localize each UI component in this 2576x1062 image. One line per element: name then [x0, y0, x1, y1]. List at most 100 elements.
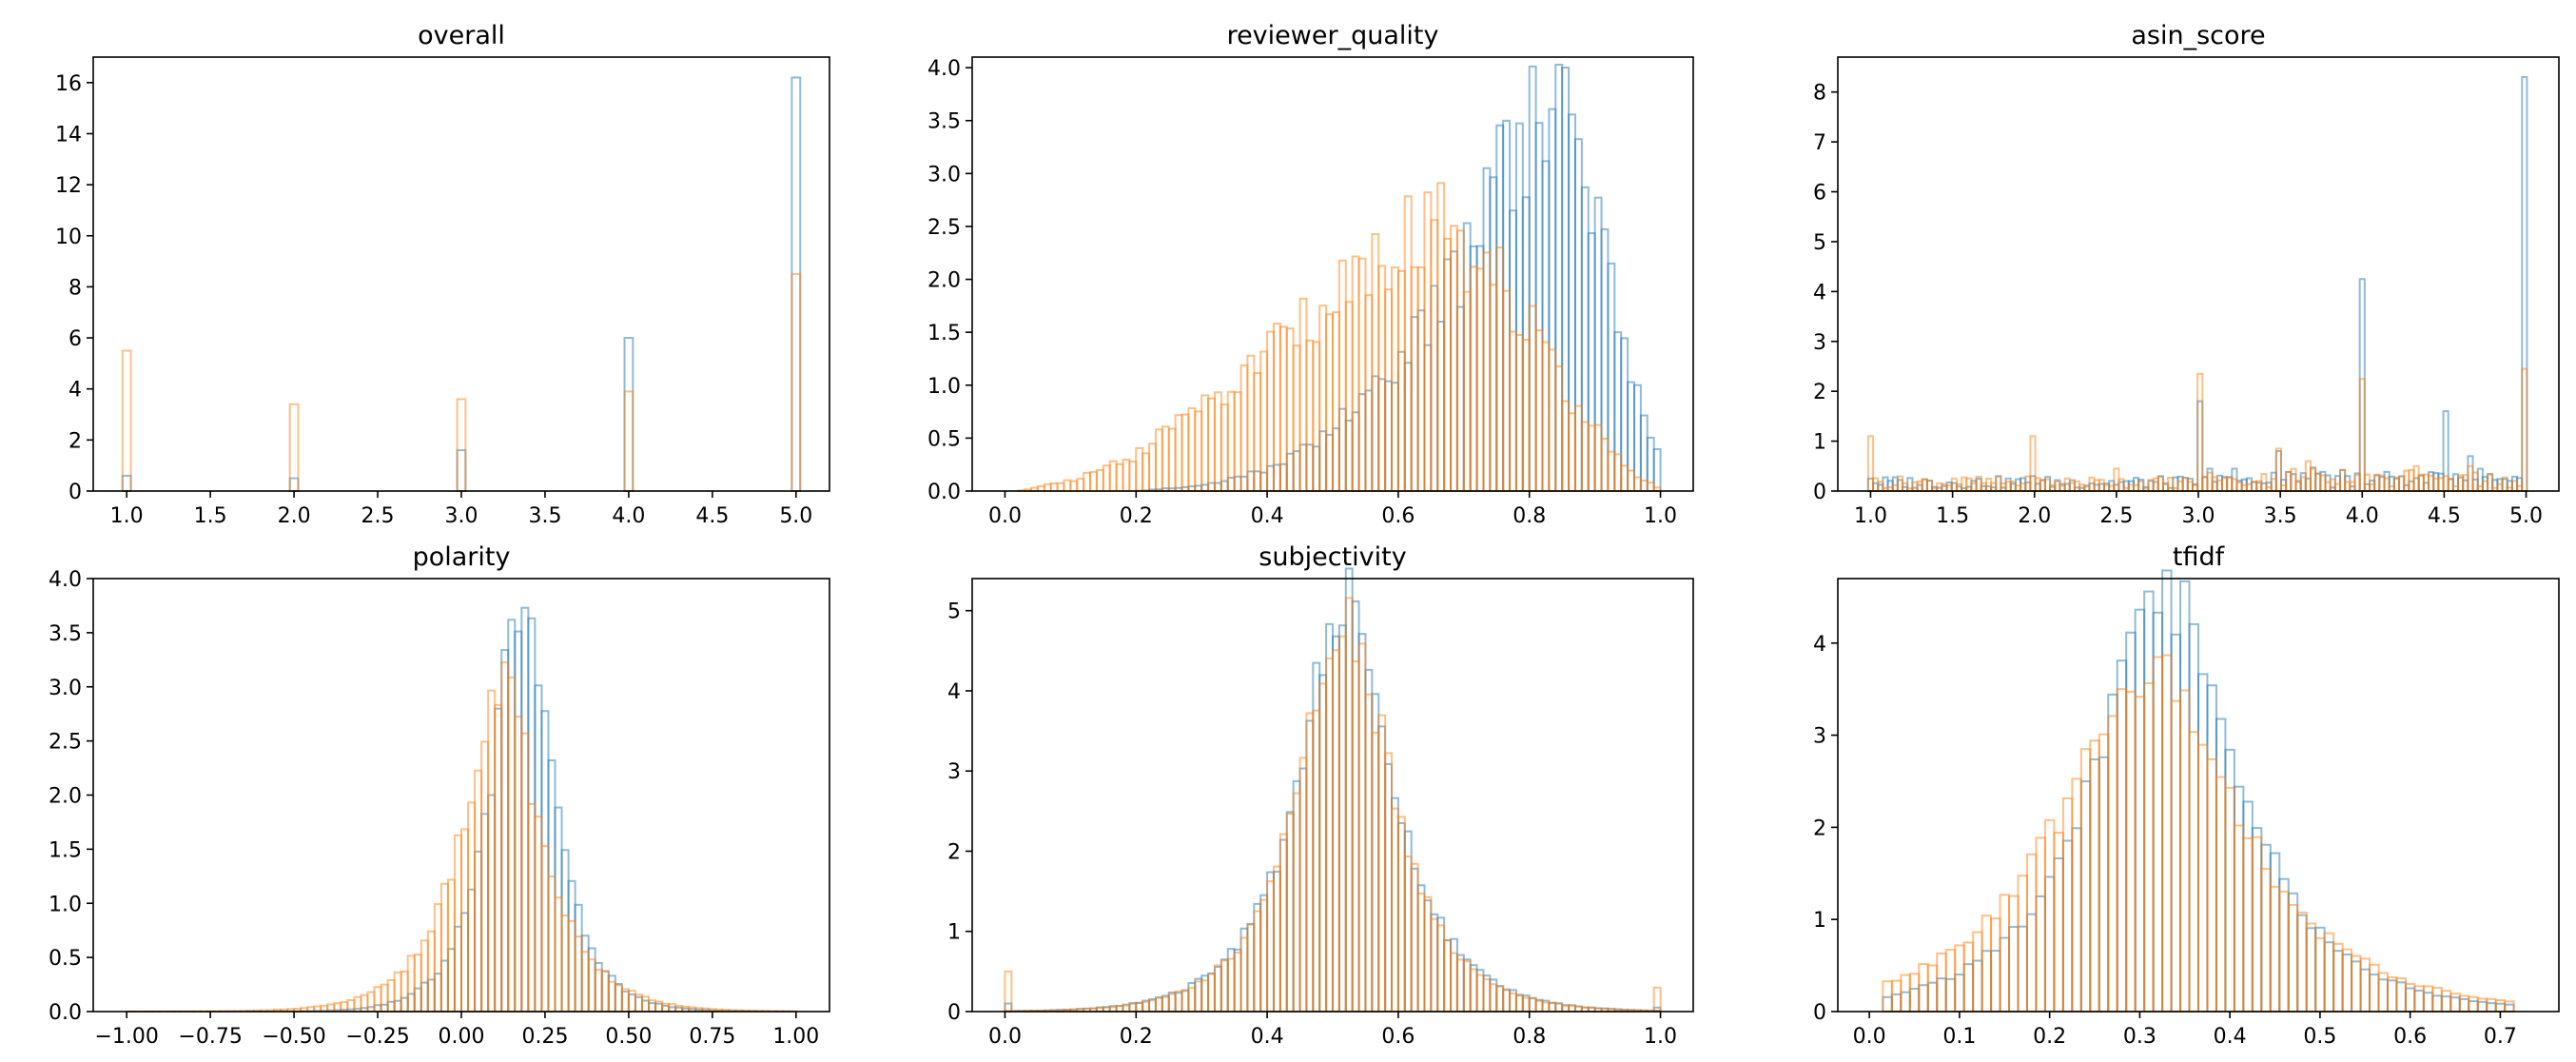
x-tick-label: 0.6	[1381, 504, 1415, 528]
histogram-bin	[2061, 839, 2074, 1013]
histogram-bin	[1455, 229, 1465, 492]
histogram-bin	[1403, 362, 1413, 492]
y-tick-label: 16	[55, 72, 82, 96]
histogram-bin	[1495, 246, 1505, 492]
histogram-bin	[614, 984, 623, 1013]
histogram-bin	[1239, 927, 1249, 1013]
histogram-bin	[1443, 237, 1453, 492]
x-tick-label: 1.0	[1854, 504, 1887, 528]
histogram-bin	[1371, 693, 1380, 1013]
histogram-bin	[1259, 471, 1269, 493]
histogram-bin	[1528, 997, 1537, 1013]
histogram-bin	[640, 995, 651, 1013]
histogram-bin	[1403, 830, 1413, 1013]
histogram-bin	[2179, 580, 2191, 1013]
histogram-bin	[1423, 895, 1433, 1013]
histogram-bin	[1102, 464, 1111, 493]
y-tick-label: 2	[1813, 381, 1826, 404]
histogram-bin	[1423, 899, 1433, 1013]
histogram-bin	[2053, 856, 2064, 1013]
histogram-bin	[2008, 926, 2020, 1013]
histogram-bin	[1944, 977, 1957, 1013]
histogram-bin	[2323, 932, 2335, 1013]
histogram-bin	[1534, 329, 1544, 492]
histogram-bin	[1246, 922, 1256, 1013]
histogram-bin	[1253, 470, 1262, 493]
x-tick-label: 0.8	[1512, 1025, 1546, 1049]
x-tick-label: 3.0	[445, 504, 478, 528]
histogram-bin	[1410, 867, 1419, 1013]
x-tick-label: 5.0	[779, 504, 812, 528]
histogram-bin	[1226, 390, 1236, 492]
histogram-bin	[1528, 305, 1537, 492]
histogram-bin	[1220, 958, 1229, 1013]
histogram-bin	[2341, 954, 2353, 1013]
histogram-series-2	[1004, 597, 1662, 1013]
histogram-bin	[1364, 294, 1374, 492]
histogram-bin	[2043, 875, 2056, 1013]
histogram-bin	[2449, 993, 2461, 1013]
y-tick-label: 2.0	[927, 269, 961, 293]
histogram-bin	[2341, 948, 2353, 1013]
histogram-bin	[1174, 414, 1183, 492]
histogram-bin	[1561, 1004, 1571, 1013]
y-tick-label: 4	[68, 379, 82, 403]
histogram-bin	[2035, 895, 2046, 1013]
histogram-bin	[554, 896, 563, 1013]
histogram-bin	[2071, 827, 2082, 1013]
histogram-bin	[1266, 871, 1275, 1013]
subplot-title: asin_score	[2131, 21, 2265, 50]
histogram-bin	[2458, 997, 2470, 1013]
histogram-bin	[1489, 284, 1498, 492]
histogram-bin	[1981, 914, 1993, 1013]
histogram-bin	[500, 649, 510, 1013]
histogram-bin	[1194, 410, 1203, 492]
histogram-bin	[1396, 821, 1406, 1013]
histogram-bin	[1292, 792, 1301, 1013]
y-tick-label: 8	[68, 276, 82, 300]
histogram-bin	[1489, 176, 1498, 492]
histogram-bin	[2206, 757, 2217, 1013]
histogram-bin	[1900, 991, 1911, 1013]
histogram-bin	[1187, 407, 1197, 492]
y-tick-label: 3.5	[927, 110, 961, 134]
histogram-bin	[121, 474, 132, 493]
histogram-bin	[2233, 824, 2245, 1013]
histogram-bin	[2079, 780, 2092, 1013]
histogram-bin	[2125, 690, 2137, 1013]
y-tick-label: 4.0	[49, 568, 82, 592]
histogram-bin	[640, 999, 651, 1013]
histogram-bin	[1521, 338, 1531, 493]
histogram-bin	[2296, 911, 2308, 1013]
histogram-bin	[1962, 941, 1975, 1013]
histogram-bin	[1554, 365, 1564, 493]
histogram-bin	[1364, 668, 1374, 1013]
histogram-bin	[1561, 67, 1571, 492]
histogram-bin	[627, 993, 636, 1013]
histogram-bin	[2008, 895, 2020, 1013]
histogram-bin	[2098, 733, 2110, 1013]
histogram-bin	[1305, 443, 1315, 493]
histogram-bin	[453, 925, 462, 1013]
histogram-bin	[467, 888, 477, 1013]
histogram-bin	[2017, 875, 2028, 1013]
histogram-bin	[2468, 1000, 2479, 1013]
histogram-bin	[790, 76, 802, 492]
axes-frame	[1837, 578, 2560, 1013]
histogram-bin	[2025, 913, 2038, 1013]
histogram-bin	[2170, 699, 2182, 1013]
histogram-bin	[1391, 796, 1399, 1013]
histogram-bin	[2242, 800, 2254, 1013]
histogram-bin	[1495, 124, 1505, 493]
histogram-bin	[474, 769, 483, 1013]
y-tick-label: 0	[68, 481, 82, 504]
histogram-bin	[1580, 421, 1590, 493]
x-tick-label: 1.5	[194, 504, 227, 528]
x-tick-label: 0.3	[2123, 1025, 2156, 1049]
y-tick-label: 1	[1813, 909, 1826, 933]
histogram-bin	[2125, 631, 2137, 1013]
x-tick-label: 2.5	[2099, 504, 2133, 528]
y-tick-label: 2	[947, 840, 961, 864]
y-tick-label: 4	[947, 680, 961, 704]
y-tick-label: 0	[1813, 481, 1826, 504]
